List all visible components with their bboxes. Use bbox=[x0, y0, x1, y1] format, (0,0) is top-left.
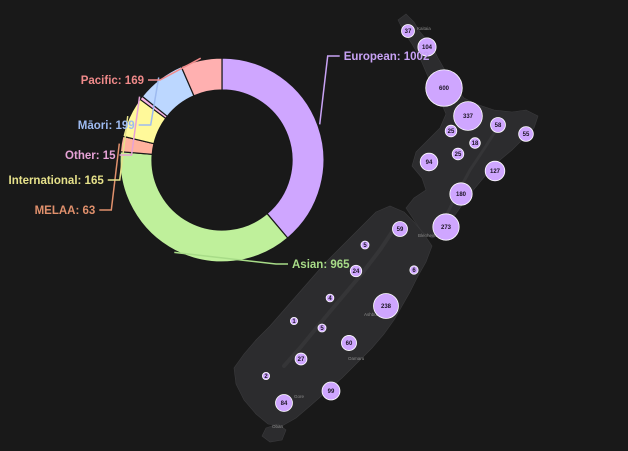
map-bubble-value: 84 bbox=[281, 401, 288, 407]
map-bubble-value: 25 bbox=[448, 129, 455, 135]
map-bubble[interactable] bbox=[425, 69, 463, 107]
slice-label-asian: Asian: 965 bbox=[292, 259, 350, 271]
map-bubble[interactable] bbox=[275, 394, 293, 412]
map-bubble-value: 273 bbox=[441, 225, 452, 231]
slice-label-international: International: 165 bbox=[9, 175, 105, 187]
map-bubble[interactable] bbox=[349, 264, 363, 278]
map-bubble[interactable] bbox=[518, 126, 534, 142]
map-bubble-value: 2 bbox=[264, 374, 268, 380]
map-bubble-value: 127 bbox=[490, 169, 501, 175]
leader-line-māori bbox=[138, 77, 160, 126]
place-label: Ashburton bbox=[364, 312, 385, 317]
donut-slice-asian[interactable] bbox=[119, 151, 289, 263]
map-bubble[interactable] bbox=[392, 221, 408, 237]
alps-texture bbox=[282, 224, 398, 368]
map-bubble[interactable] bbox=[432, 213, 460, 241]
map-bubble-value: 104 bbox=[422, 45, 433, 51]
map-bubble[interactable] bbox=[261, 371, 270, 380]
map-bubble[interactable] bbox=[341, 335, 357, 351]
map-bubble[interactable] bbox=[451, 147, 465, 161]
map-bubble[interactable] bbox=[409, 265, 419, 275]
map-bubble-value: 37 bbox=[405, 29, 412, 35]
map-bubble-value: 55 bbox=[523, 132, 530, 138]
map-bubble[interactable] bbox=[373, 293, 399, 319]
leader-line-pacific bbox=[148, 57, 202, 81]
map-bubble-value: 6 bbox=[412, 268, 416, 274]
place-label: Blenheim bbox=[418, 233, 437, 238]
place-label: Oamaru bbox=[348, 356, 365, 361]
map-bubble-value: 600 bbox=[439, 86, 450, 92]
slice-label-other: Other: 15 bbox=[65, 150, 116, 162]
map-bubble[interactable] bbox=[401, 24, 415, 38]
map-bubble-value: 24 bbox=[353, 269, 360, 275]
map-bubble[interactable] bbox=[490, 117, 506, 133]
map-bubble-value: 27 bbox=[298, 357, 305, 363]
map-bubble[interactable] bbox=[469, 137, 481, 149]
map-bubble[interactable] bbox=[289, 316, 298, 325]
map-bubble[interactable] bbox=[449, 182, 473, 206]
slice-label-melaa: MELAA: 63 bbox=[35, 205, 96, 217]
leader-line-european bbox=[318, 55, 340, 125]
place-label: Gore bbox=[294, 394, 305, 399]
map-bubble[interactable] bbox=[453, 101, 483, 131]
map-bubble[interactable] bbox=[419, 152, 439, 172]
map-bubble-value: 5 bbox=[320, 326, 324, 332]
map-bubble-value: 99 bbox=[328, 389, 335, 395]
south-island-shape bbox=[233, 205, 433, 427]
map-bubble[interactable] bbox=[484, 160, 506, 182]
leader-line-asian bbox=[174, 251, 288, 265]
stewart-island-shape bbox=[261, 423, 287, 443]
map-bubble-value: 5 bbox=[363, 243, 367, 249]
map-bubble[interactable] bbox=[325, 293, 335, 303]
place-label: Oban bbox=[272, 424, 284, 429]
map-bubble-value: 18 bbox=[472, 141, 479, 147]
ranges-texture bbox=[442, 122, 502, 222]
map-bubble-value: 238 bbox=[381, 304, 392, 310]
map-bubble[interactable] bbox=[444, 124, 458, 138]
map-bubble-value: 1 bbox=[292, 319, 296, 325]
slice-label-european: European: 1002 bbox=[344, 51, 430, 63]
map-bubble-value: 180 bbox=[456, 192, 467, 198]
map-bubble-value: 4 bbox=[328, 296, 332, 302]
map-bubble-value: 94 bbox=[426, 160, 433, 166]
map-bubble-value: 58 bbox=[495, 123, 502, 129]
leader-line-international bbox=[107, 115, 129, 181]
map-bubble[interactable] bbox=[317, 323, 327, 333]
map-bubble-value: 337 bbox=[463, 114, 474, 120]
slice-label-māori: Māori: 199 bbox=[78, 120, 135, 132]
map-bubble[interactable] bbox=[360, 240, 370, 250]
slice-label-pacific: Pacific: 169 bbox=[81, 75, 144, 87]
map-bubble-value: 60 bbox=[346, 341, 353, 347]
leader-line-other bbox=[119, 96, 141, 156]
map-bubble[interactable] bbox=[321, 381, 341, 401]
donut-chart: European: 1002 Asian: 965 MELAA: 63 Interna… bbox=[9, 51, 430, 271]
donut-slice-european[interactable] bbox=[221, 57, 325, 239]
map-bubble[interactable] bbox=[294, 352, 308, 366]
nz-map[interactable]: Kaitaia Blenheim Ashburton Oamaru Gore Oban 3… bbox=[233, 13, 539, 443]
place-labels: Kaitaia Blenheim Ashburton Oamaru Gore Oban bbox=[272, 26, 437, 429]
leader-line-melaa bbox=[99, 143, 121, 211]
map-bubble[interactable] bbox=[417, 37, 437, 57]
map-bubble-value: 59 bbox=[397, 227, 404, 233]
map-bubble-value: 25 bbox=[455, 152, 462, 158]
place-label: Kaitaia bbox=[417, 26, 431, 31]
